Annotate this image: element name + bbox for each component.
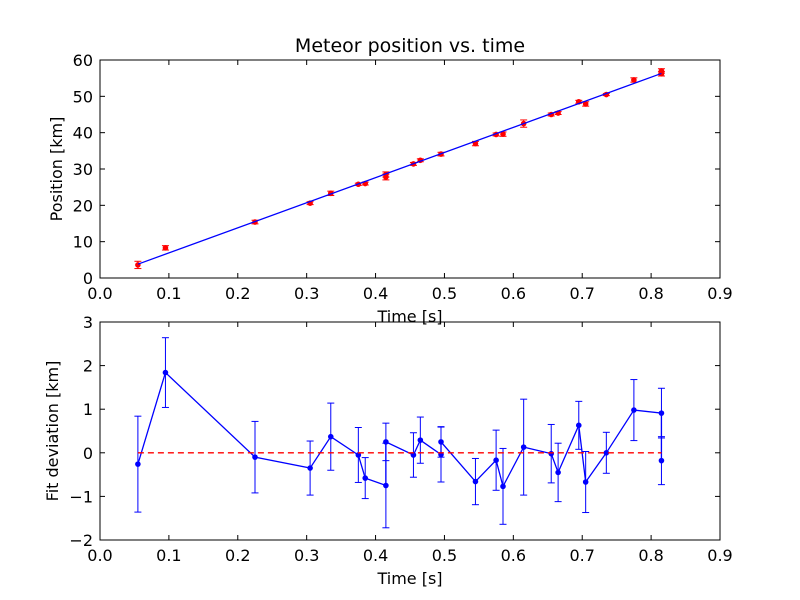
data-point [472,478,479,485]
deviation-panel: 0.0 0.1 0.2 0.3 0.4 0.5 0.6 0.7 0.8 0.9 −2 −1 0 1 2 3 Ti… [43,313,733,588]
y-tick-label: 2 [83,357,93,376]
x-tick-label: 0.4 [363,546,388,565]
data-point [631,77,637,83]
y-tick-label: 1 [83,400,93,419]
x-tick-label: 0.3 [294,546,319,565]
y-axis-label: Fit deviation [km] [43,361,62,502]
x-tick-label: 0.2 [225,284,250,303]
data-point [162,369,169,376]
x-tick-label: 0.7 [569,284,594,303]
y-tick-label: −2 [69,531,93,550]
x-axis-label: Time [s] [376,569,442,588]
data-point [631,407,637,413]
data-point [383,439,389,445]
y-tick-label: 0 [83,269,93,288]
y-tick-label: 0 [83,444,93,463]
data-point [658,68,665,74]
data-point [493,457,499,464]
data-point [520,444,527,450]
y-tick-label: 3 [83,313,93,332]
y-tick-label: 30 [73,160,93,179]
series-line-errorbar [134,337,665,529]
data-point [252,454,258,460]
x-tick-label: 0.1 [156,284,181,303]
x-axis-label: Time [s] [376,307,442,326]
data-point [135,461,141,467]
series-fit-line [137,72,662,265]
data-point [500,483,506,490]
x-tick-label: 0.9 [707,284,732,303]
x-tick-label: 0.6 [501,546,526,565]
x-tick-label: 0.2 [225,546,250,565]
x-tick-label: 0.8 [638,546,663,565]
x-tick-label: 0.5 [432,284,457,303]
position-panel: 0.0 0.1 0.2 0.3 0.4 0.5 0.6 0.7 0.8 0.9 0 10 20 30 40 5… [47,35,733,326]
data-point [162,245,169,251]
y-tick-label: −1 [69,487,93,506]
data-point [500,131,506,137]
x-tick-label: 0.7 [569,546,594,565]
x-tick-label: 0.9 [707,546,732,565]
data-point [582,101,589,107]
data-point [658,457,665,464]
data-point [362,475,369,481]
data-point [417,437,424,443]
y-tick-label: 10 [73,233,93,252]
data-point [555,469,561,476]
x-tick-label: 0.8 [638,284,663,303]
y-axis-label: Position [km] [47,117,66,222]
x-tick-label: 0.6 [501,284,526,303]
chart-title: Meteor position vs. time [295,35,525,57]
fit-line [137,72,662,265]
data-point [575,422,582,429]
axes-frame [99,321,721,541]
x-tick-label: 0.1 [156,546,181,565]
data-point [548,450,555,457]
y-tick-label: 20 [73,196,93,215]
y-tick-label: 40 [73,124,93,143]
data-point [307,465,313,471]
data-point [383,482,389,489]
data-point [327,433,334,440]
x-tick-label: 0.0 [87,546,112,565]
data-point [438,439,444,445]
x-tick-label: 0.3 [294,284,319,303]
y-tick-label: 50 [73,87,93,106]
y-tick-label: 60 [73,51,93,70]
data-point [658,410,665,416]
data-point [582,479,589,485]
x-tick-label: 0.0 [87,284,112,303]
x-tick-label: 0.5 [432,546,457,565]
x-tick-label: 0.4 [363,284,388,303]
